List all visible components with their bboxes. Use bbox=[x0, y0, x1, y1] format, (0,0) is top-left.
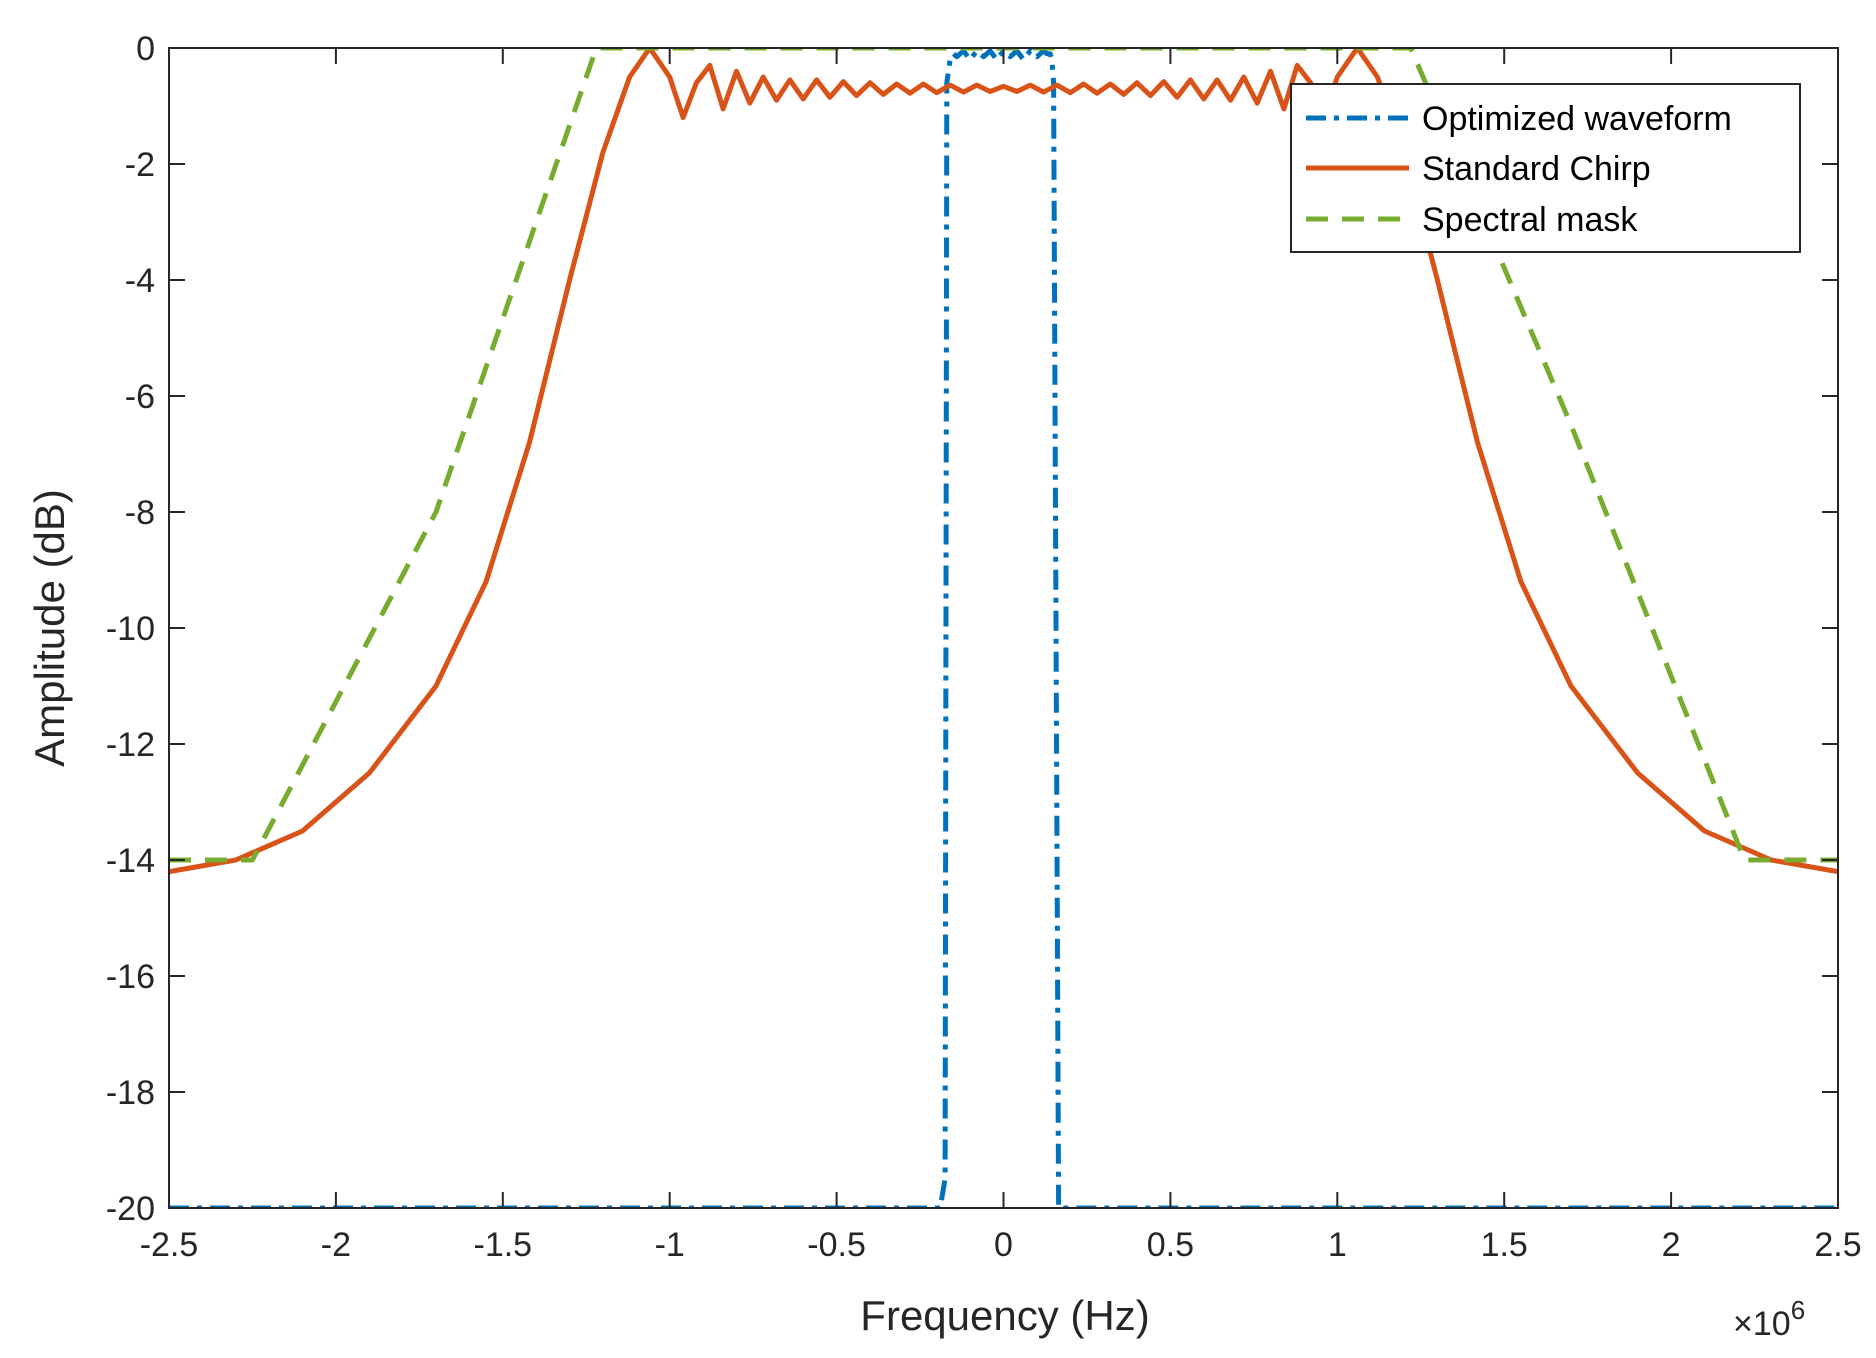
legend[interactable]: Optimized waveform Standard Chirp Spectr… bbox=[1290, 83, 1801, 253]
x-tick-label: -2.5 bbox=[140, 1226, 199, 1264]
x-tick-label: -1.5 bbox=[474, 1226, 533, 1264]
y-tick-label: -16 bbox=[106, 958, 155, 996]
x-tick-label: 1.5 bbox=[1481, 1226, 1528, 1264]
y-tick-label: -8 bbox=[125, 494, 155, 532]
x-axis-exponent-base: ×10 bbox=[1733, 1305, 1791, 1343]
y-tick-label: -10 bbox=[106, 610, 155, 648]
x-axis-exponent: ×106 bbox=[1733, 1295, 1805, 1343]
x-tick-label: -1 bbox=[655, 1226, 685, 1264]
y-axis-label: Amplitude (dB) bbox=[26, 489, 73, 767]
y-axis-ticks: 0 -2 -4 -6 -8 -10 -12 -14 -16 -18 -20 bbox=[106, 30, 1838, 1228]
x-axis-exponent-power: 6 bbox=[1791, 1295, 1805, 1325]
legend-label-optimized-waveform: Optimized waveform bbox=[1422, 100, 1732, 138]
x-tick-label: -0.5 bbox=[807, 1226, 866, 1264]
y-tick-label: -2 bbox=[125, 146, 155, 184]
x-tick-label: 0 bbox=[994, 1226, 1013, 1264]
legend-label-spectral-mask: Spectral mask bbox=[1422, 201, 1638, 239]
legend-label-standard-chirp: Standard Chirp bbox=[1422, 150, 1651, 188]
series-line-optimized-waveform bbox=[169, 48, 1838, 1208]
x-tick-label: -2 bbox=[321, 1226, 351, 1264]
x-axis-ticks: -2.5 -2 -1.5 -1 -0.5 0 0.5 1 1.5 2 2.5 bbox=[140, 48, 1862, 1264]
x-tick-label: 0.5 bbox=[1147, 1226, 1194, 1264]
x-axis-label: Frequency (Hz) bbox=[860, 1292, 1149, 1339]
y-tick-label: -6 bbox=[125, 378, 155, 416]
x-tick-label: 2.5 bbox=[1814, 1226, 1861, 1264]
x-tick-label: 2 bbox=[1662, 1226, 1681, 1264]
series-line-spectral-mask bbox=[169, 48, 1838, 863]
y-tick-label: -18 bbox=[106, 1074, 155, 1112]
y-tick-label: -14 bbox=[106, 842, 155, 880]
y-tick-label: -20 bbox=[106, 1190, 155, 1228]
y-tick-label: -12 bbox=[106, 726, 155, 764]
x-tick-label: 1 bbox=[1328, 1226, 1347, 1264]
y-tick-label: -4 bbox=[125, 262, 155, 300]
y-tick-label: 0 bbox=[136, 30, 155, 68]
